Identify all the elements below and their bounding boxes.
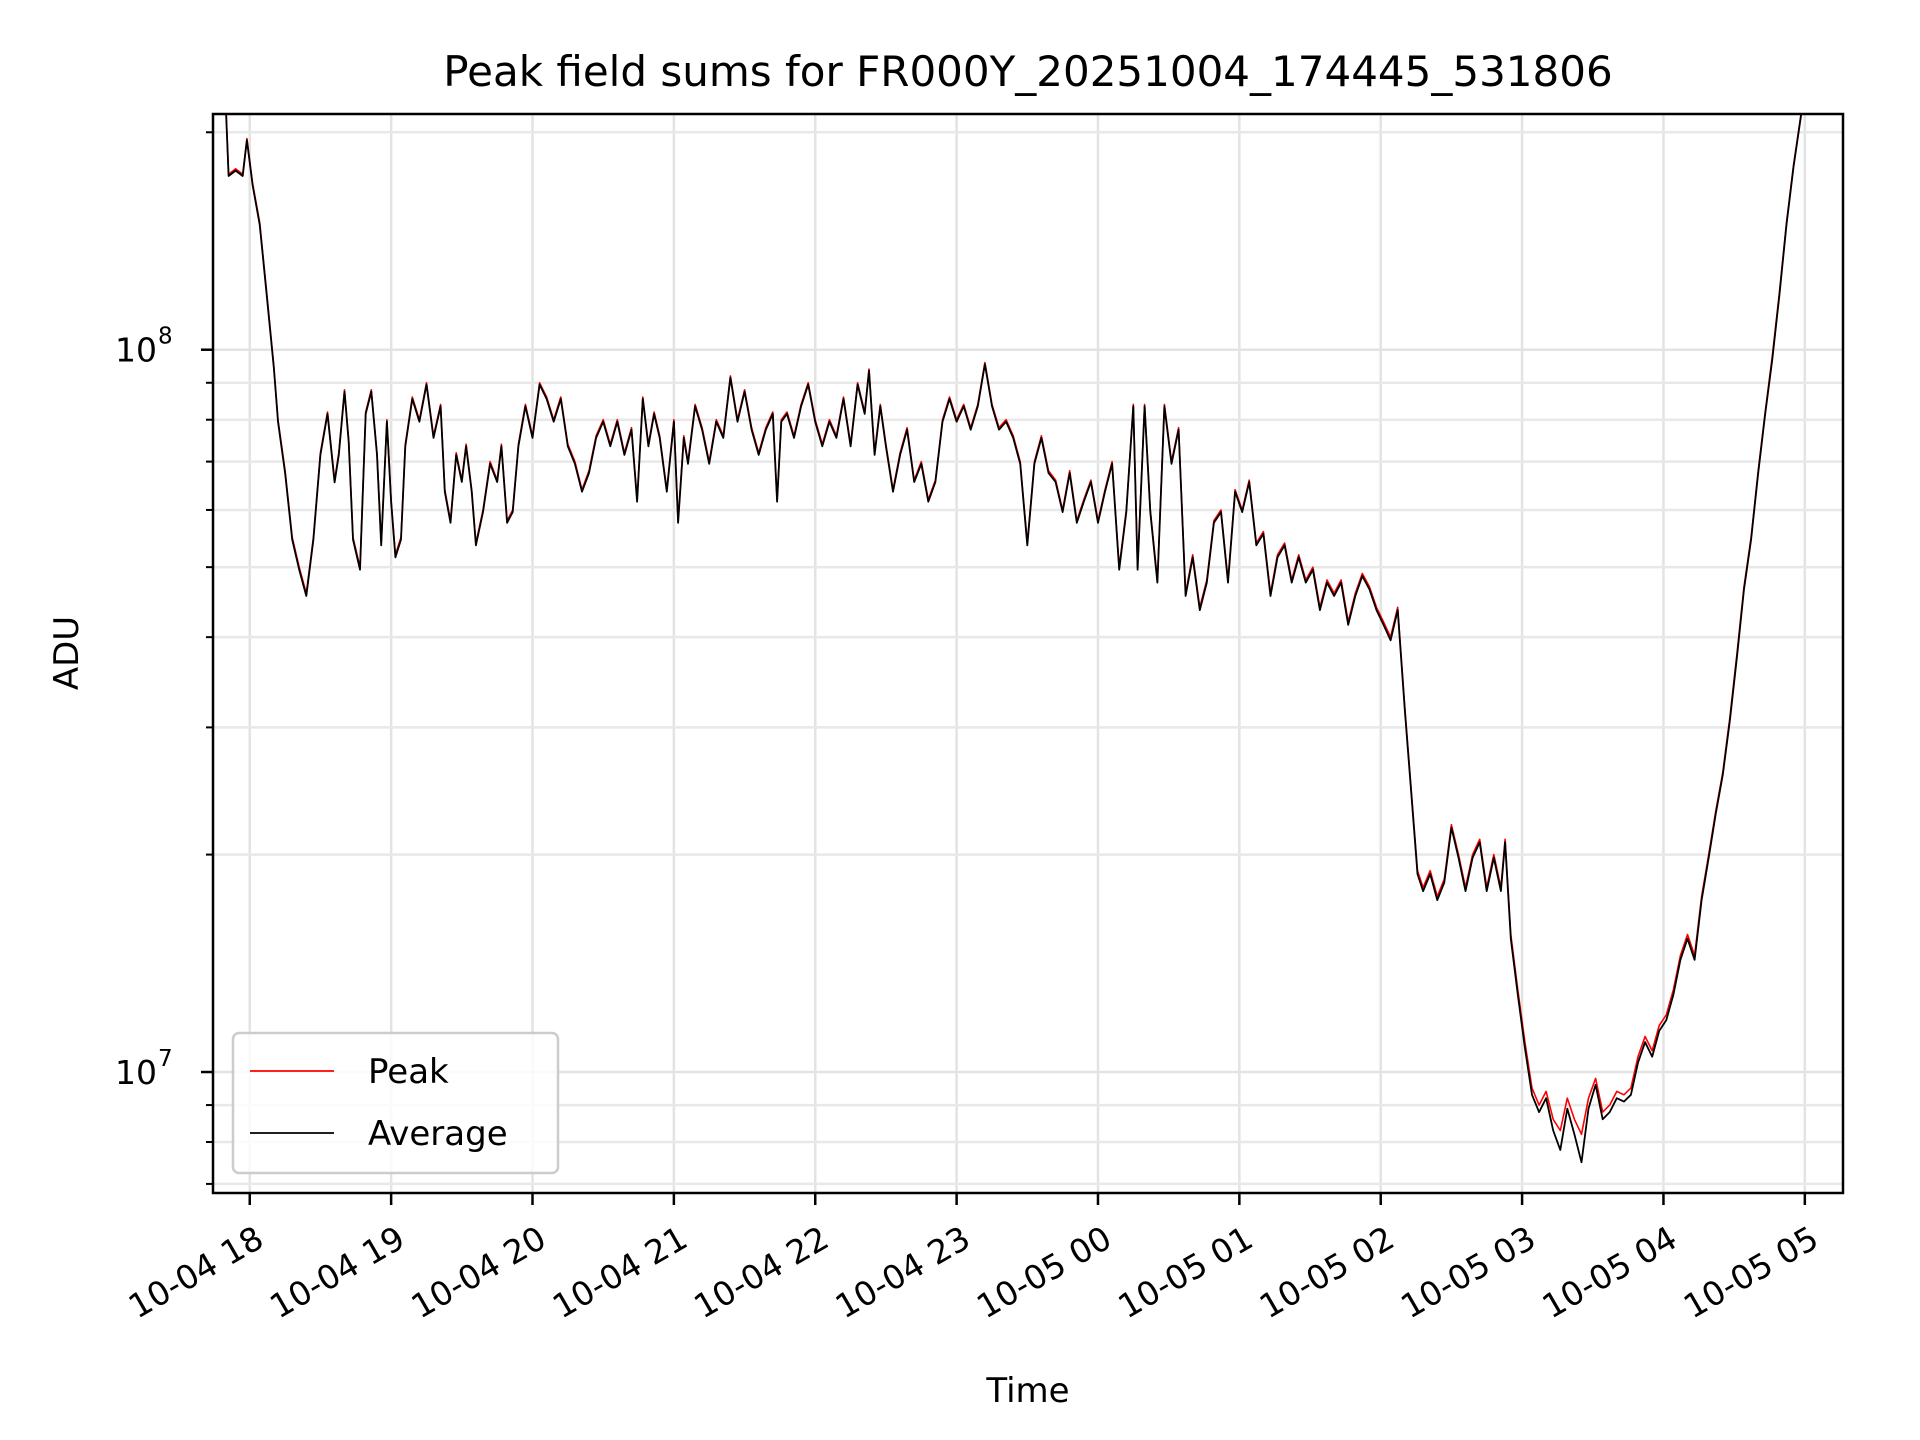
plot-frame [211, 112, 1845, 1195]
x-axis-label: Time [985, 1371, 1069, 1411]
y-tick-label-exponent: 7 [158, 1046, 173, 1072]
series-line-average [225, 114, 1803, 1164]
y-tick-label: 10 [115, 331, 157, 370]
y-tick-label: 10 [115, 1053, 157, 1092]
grid [213, 114, 1843, 1193]
legend-label-peak: Peak [368, 1052, 449, 1092]
y-tick-label-exponent: 8 [158, 324, 173, 350]
legend: Peak Average [231, 1031, 560, 1175]
y-axis-label: ADU [47, 616, 87, 690]
series-layer [225, 114, 1803, 1164]
chart-title: Peak field sums for FR000Y_20251004_1744… [443, 47, 1612, 96]
legend-box [231, 1031, 560, 1175]
legend-label-average: Average [368, 1114, 508, 1154]
